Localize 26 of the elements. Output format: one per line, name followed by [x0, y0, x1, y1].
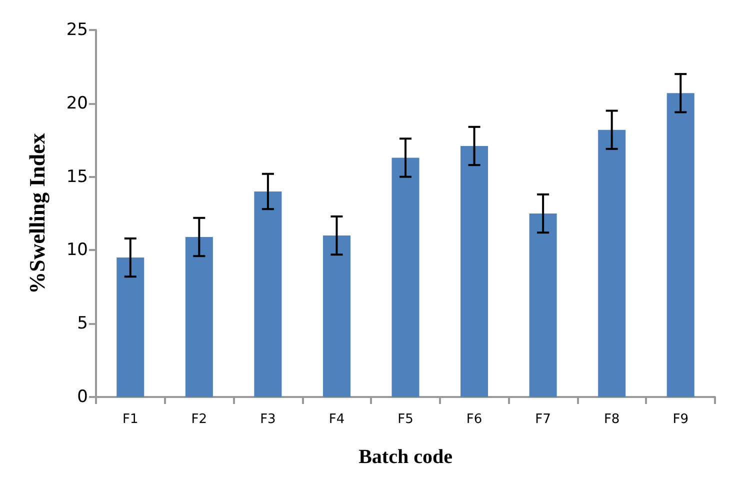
y-tick-label: 15 — [66, 166, 88, 187]
x-axis-title: Batch code — [358, 446, 453, 468]
x-tick-label: F4 — [328, 412, 345, 427]
y-tick-label: 25 — [66, 20, 88, 40]
y-tick-label: 0 — [77, 387, 88, 407]
x-tick-label: F5 — [398, 412, 414, 427]
x-tick-label: F6 — [466, 412, 482, 427]
x-tick-label: F3 — [260, 412, 276, 427]
bar — [116, 258, 144, 397]
bar — [598, 130, 626, 397]
bar — [322, 236, 350, 397]
bar — [529, 214, 557, 397]
x-tick-label: F2 — [191, 412, 208, 427]
x-tick-label: F1 — [122, 412, 138, 427]
bar — [666, 93, 694, 397]
y-axis-title: %Swelling Index — [24, 133, 50, 294]
bar — [460, 146, 488, 397]
x-tick-label: F9 — [672, 412, 688, 427]
y-tick-label: 5 — [77, 314, 88, 334]
bar — [392, 158, 420, 397]
bar — [185, 236, 213, 397]
y-tick-label: 20 — [66, 93, 88, 114]
bar — [254, 191, 282, 397]
x-tick-label: F7 — [535, 412, 551, 427]
x-tick-label: F8 — [604, 412, 620, 427]
y-tick-label: 10 — [66, 240, 88, 260]
